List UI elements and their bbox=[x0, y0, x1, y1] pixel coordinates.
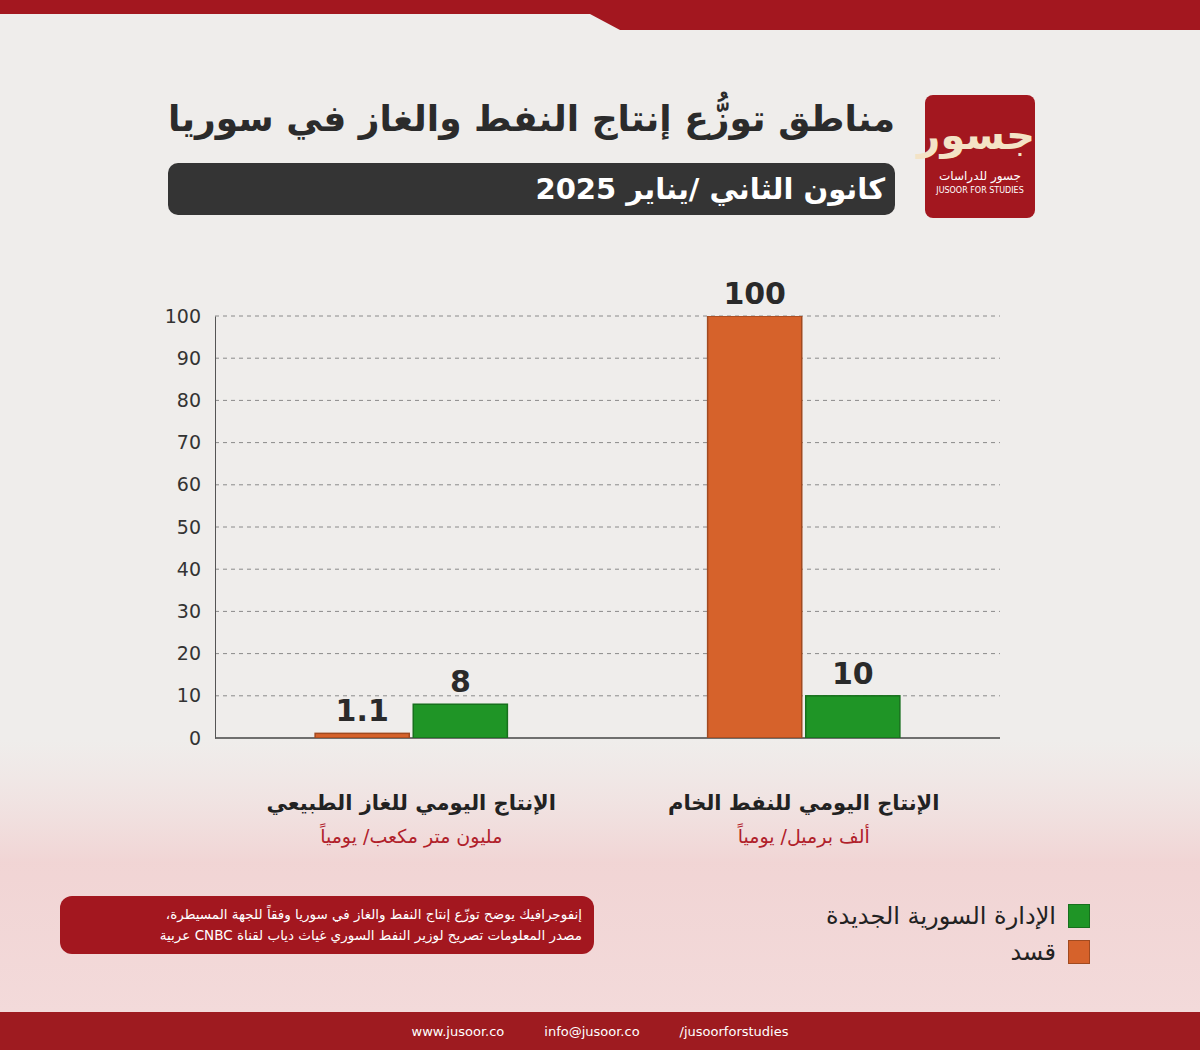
bar bbox=[806, 696, 900, 738]
legend-label: الإدارة السورية الجديدة bbox=[826, 902, 1056, 930]
data-label: 100 bbox=[723, 276, 786, 311]
footer: www.jusoor.co info@jusoor.co/jusoorforstu… bbox=[0, 1012, 1200, 1050]
legend-item: الإدارة السورية الجديدة bbox=[826, 898, 1090, 934]
y-axis: 0 10 20 30 40 50 60 70 80 90 100 bbox=[165, 305, 216, 749]
note-line: إنفوجرافيك يوضح توزّع إنتاج النفط والغاز… bbox=[72, 904, 582, 925]
tick-label: 20 bbox=[177, 642, 201, 664]
footer-website: www.jusoor.co bbox=[412, 1024, 505, 1039]
grid-line bbox=[215, 569, 1000, 570]
grid-line bbox=[215, 611, 1000, 612]
logo-english: JUSOOR FOR STUDIES bbox=[925, 186, 1035, 195]
legend-item: قسد bbox=[826, 934, 1090, 970]
grid-line bbox=[215, 442, 1000, 443]
subtitle: كانون الثاني /يناير 2025 bbox=[168, 163, 895, 215]
logo-name: جسور bbox=[925, 109, 1035, 161]
y-tick: 50 bbox=[177, 516, 215, 538]
bar bbox=[708, 316, 802, 738]
grid-line bbox=[215, 358, 1000, 359]
y-tick: 60 bbox=[177, 473, 215, 495]
background bbox=[0, 0, 1200, 1050]
grid-line bbox=[215, 316, 1000, 317]
legend-label: قسد bbox=[1011, 938, 1056, 966]
legend: الإدارة السورية الجديدة قسد bbox=[826, 898, 1090, 970]
logo-subtitle: جسور للدراسات bbox=[925, 169, 1035, 183]
tick-label: 40 bbox=[177, 558, 201, 580]
note: إنفوجرافيك يوضح توزّع إنتاج النفط والغاز… bbox=[60, 896, 594, 954]
grid-line bbox=[215, 653, 1000, 654]
x-axis-labels: الإنتاج اليومي للغاز الطبيعي مليون متر مك… bbox=[267, 791, 940, 848]
tick-label: 60 bbox=[177, 473, 201, 495]
data-label: 10 bbox=[832, 656, 874, 691]
grid-line bbox=[215, 484, 1000, 485]
grid bbox=[215, 316, 1000, 738]
footer-social: /jusoorforstudies bbox=[680, 1024, 789, 1039]
y-tick: 80 bbox=[177, 389, 215, 411]
tick-label: 80 bbox=[177, 389, 201, 411]
footer-email: info@jusoor.co bbox=[544, 1024, 639, 1039]
y-tick: 30 bbox=[177, 600, 215, 622]
y-tick: 70 bbox=[177, 431, 215, 453]
grid-line bbox=[215, 400, 1000, 401]
bar bbox=[413, 704, 507, 738]
y-tick: 40 bbox=[177, 558, 215, 580]
tick-label: 100 bbox=[165, 305, 201, 327]
category-unit: مليون متر مكعب/ يومياً bbox=[320, 823, 502, 848]
data-label: 8 bbox=[450, 664, 471, 699]
y-tick: 90 bbox=[177, 347, 215, 369]
logo: جسور جسور للدراسات JUSOOR FOR STUDIES bbox=[925, 95, 1035, 218]
y-tick: 100 bbox=[165, 305, 215, 327]
y-tick: 20 bbox=[177, 642, 215, 664]
title: مناطق توزُّع إنتاج النفط والغاز في سوريا bbox=[135, 98, 895, 139]
tick-label: 50 bbox=[177, 516, 201, 538]
y-tick: 10 bbox=[177, 684, 215, 706]
category-label: الإنتاج اليومي للغاز الطبيعي bbox=[267, 791, 556, 816]
grid-line bbox=[215, 527, 1000, 528]
category-label: الإنتاج اليومي للنفط الخام bbox=[668, 791, 939, 816]
legend-swatch bbox=[1068, 940, 1090, 964]
tick-label: 30 bbox=[177, 600, 201, 622]
legend-swatch bbox=[1068, 904, 1090, 928]
tick-label: 90 bbox=[177, 347, 201, 369]
tick-label: 0 bbox=[189, 727, 201, 749]
y-tick: 0 bbox=[189, 727, 215, 749]
footer-band bbox=[0, 1012, 1200, 1050]
axis-line bbox=[215, 317, 216, 739]
top-band bbox=[0, 0, 1200, 30]
ground-band bbox=[0, 740, 1200, 1012]
data-label: 1.1 bbox=[336, 693, 389, 728]
category-unit: ألف برميل/ يومياً bbox=[738, 823, 870, 848]
tick-label: 10 bbox=[177, 684, 201, 706]
bar bbox=[315, 733, 409, 738]
bars bbox=[315, 316, 900, 738]
data-labels: 8 10 1.1 100 bbox=[336, 276, 874, 728]
note-line: مصدر المعلومات تصريح لوزير النفط السوري … bbox=[72, 925, 582, 946]
tick-label: 70 bbox=[177, 431, 201, 453]
